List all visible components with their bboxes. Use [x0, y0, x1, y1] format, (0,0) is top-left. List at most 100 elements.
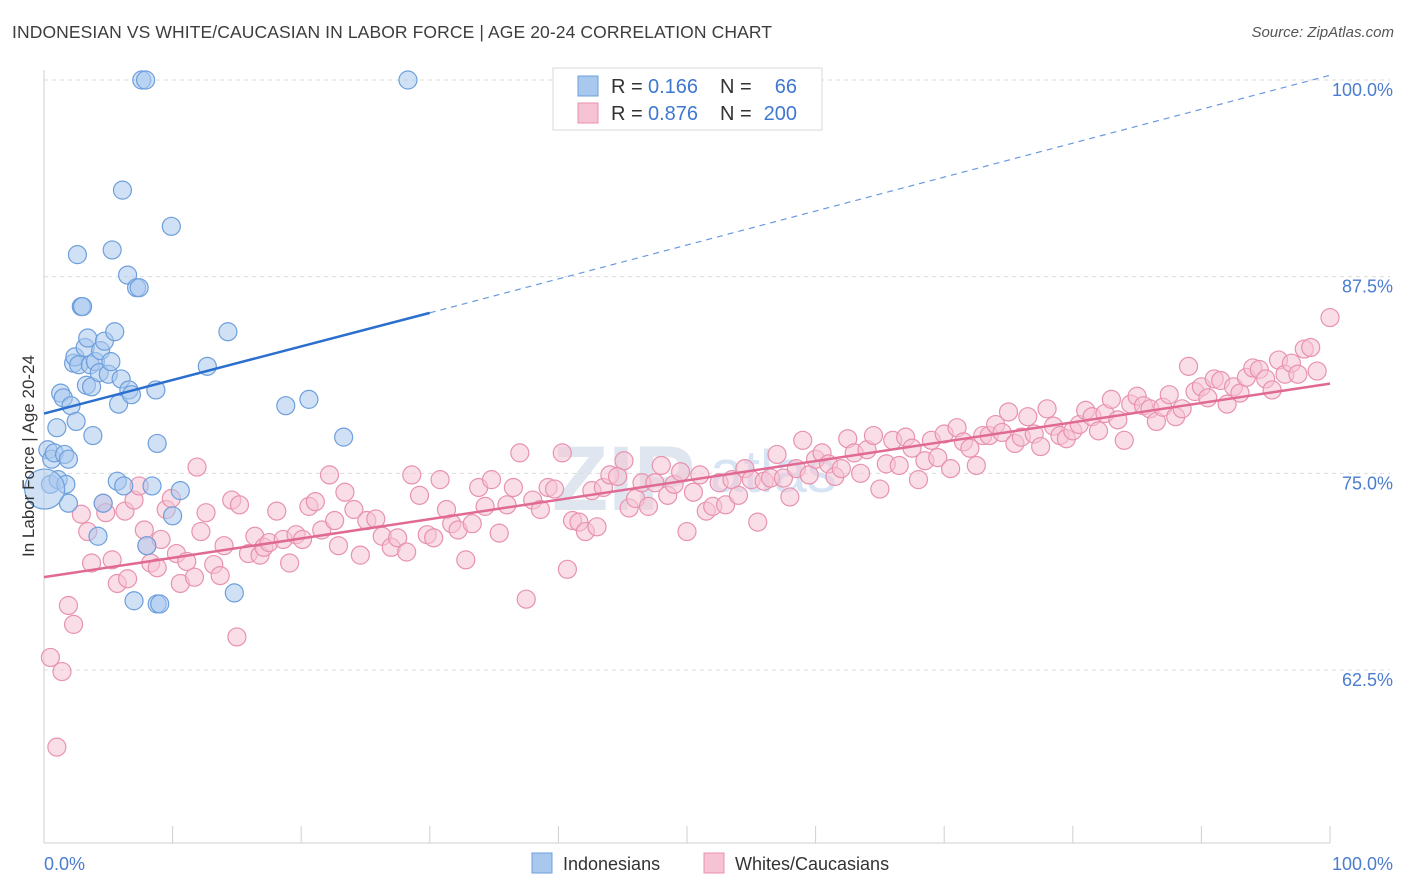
whites-caucasians-point — [1307, 361, 1327, 381]
indonesians-point — [299, 389, 319, 409]
indonesians-point — [147, 433, 167, 454]
whites-caucasians-point — [196, 503, 216, 523]
legend-r-label-2: R = — [611, 103, 643, 125]
whites-caucasians-point — [81, 553, 102, 573]
indonesians-point — [24, 468, 66, 510]
whites-caucasians-point — [587, 517, 607, 537]
whites-caucasians-point — [516, 589, 536, 609]
whites-caucasians-point — [430, 470, 450, 490]
whites-caucasians-point — [102, 550, 122, 570]
legend-indonesians-swatch — [531, 852, 553, 874]
indonesians-point — [88, 526, 108, 546]
y-tick-label: 62.5% — [1342, 670, 1393, 690]
whites-caucasians-point — [456, 550, 476, 570]
whites-caucasians-point — [767, 444, 787, 465]
whites-caucasians-point — [683, 482, 704, 502]
indonesians-point — [276, 396, 296, 416]
whites-caucasians-point — [928, 448, 948, 468]
indonesians-point — [135, 70, 156, 90]
indonesians-point — [398, 70, 418, 90]
whites-caucasians-point — [1288, 364, 1308, 384]
y-tick-label: 100.0% — [1332, 80, 1393, 100]
whites-caucasians-point — [350, 545, 370, 565]
series-legend: Indonesians Whites/Caucasians — [531, 852, 889, 874]
legend-n-label-2: N = — [720, 103, 752, 125]
whites-caucasians-point — [960, 438, 980, 458]
whites-caucasians-point — [1301, 337, 1321, 358]
whites-caucasians-point — [1178, 356, 1199, 376]
whites-caucasians-point — [908, 470, 929, 490]
indonesians-point — [47, 418, 67, 438]
whites-caucasians-point — [670, 462, 691, 482]
whites-caucasians-point — [40, 647, 61, 668]
whites-caucasians-point — [63, 614, 84, 634]
legend-n-value-1: 66 — [775, 76, 797, 98]
whites-caucasians-point — [319, 465, 340, 485]
indonesians-point — [334, 427, 354, 447]
indonesians-point — [224, 583, 244, 603]
whites-caucasians-point — [614, 451, 634, 471]
indonesians-point — [129, 278, 149, 298]
indonesians-point — [161, 216, 181, 236]
whites-caucasians-point — [552, 443, 572, 463]
whites-caucasians-point — [715, 495, 736, 515]
indonesians-point — [218, 322, 238, 342]
indonesians-point — [170, 481, 190, 501]
legend-whites-label: Whites/Caucasians — [735, 854, 889, 874]
whites-caucasians-point — [1031, 436, 1051, 457]
whites-caucasians-point — [229, 495, 250, 515]
whites-caucasians-point — [557, 559, 578, 579]
whites-caucasians-point — [1037, 399, 1057, 419]
whites-caucasians-point — [489, 523, 509, 543]
legend-n-label-1: N = — [720, 76, 752, 98]
whites-caucasians-point — [409, 485, 430, 505]
indonesians-point — [101, 352, 121, 372]
whites-caucasians-point — [325, 510, 345, 531]
whites-caucasians-point — [71, 504, 91, 524]
whites-caucasians-point — [117, 569, 138, 589]
indonesians-point — [142, 476, 162, 496]
whites-caucasians-point — [780, 487, 800, 507]
whites-caucasians-point — [402, 465, 422, 485]
whites-caucasians-point — [544, 479, 565, 499]
whites-caucasians-point — [889, 455, 909, 476]
whites-caucasians-point — [998, 402, 1019, 422]
legend-n-value-2: 200 — [764, 103, 797, 125]
legend-r-value-2: 0.876 — [648, 103, 698, 125]
trend-lines — [43, 74, 1331, 579]
indonesians-point — [72, 296, 93, 317]
legend-swatch-pink — [577, 102, 599, 124]
whites-caucasians-point — [863, 425, 884, 446]
whites-caucasians-point — [1262, 380, 1282, 400]
y-tick-label: 87.5% — [1342, 277, 1393, 297]
whites-caucasians-point — [305, 492, 325, 512]
whites-caucasians-point — [397, 542, 417, 562]
whites-caucasians-point — [191, 521, 211, 542]
series-whites-caucasians — [40, 307, 1340, 757]
whites-caucasians-point — [503, 477, 523, 498]
whites-caucasians-point — [187, 457, 207, 477]
whites-caucasians-point — [134, 520, 154, 540]
whites-caucasians-point — [1088, 421, 1109, 441]
whites-caucasians-point — [941, 459, 961, 479]
whites-caucasians-point — [966, 455, 986, 476]
whites-caucasians-point — [793, 430, 813, 450]
whites-caucasians-point — [497, 495, 517, 515]
whites-caucasians-point — [424, 528, 444, 548]
y-tick-label: 75.0% — [1342, 473, 1393, 493]
whites-caucasians-point — [530, 499, 550, 520]
whites-caucasians-point — [1114, 430, 1134, 450]
whites-caucasians-trend-line — [43, 382, 1331, 579]
indonesians-point — [66, 411, 86, 432]
indonesians-point — [93, 493, 113, 513]
whites-caucasians-point — [510, 443, 530, 463]
legend-whites-swatch — [703, 852, 725, 874]
whites-caucasians-point — [280, 553, 300, 573]
whites-caucasians-point — [1172, 399, 1192, 419]
whites-caucasians-point — [328, 536, 349, 556]
whites-caucasians-point — [462, 514, 482, 534]
legend-r-label-1: R = — [611, 76, 643, 98]
chart-title: INDONESIAN VS WHITE/CAUCASIAN IN LABOR F… — [12, 22, 773, 42]
indonesians-trend-line — [43, 311, 431, 415]
whites-caucasians-point — [638, 496, 659, 516]
